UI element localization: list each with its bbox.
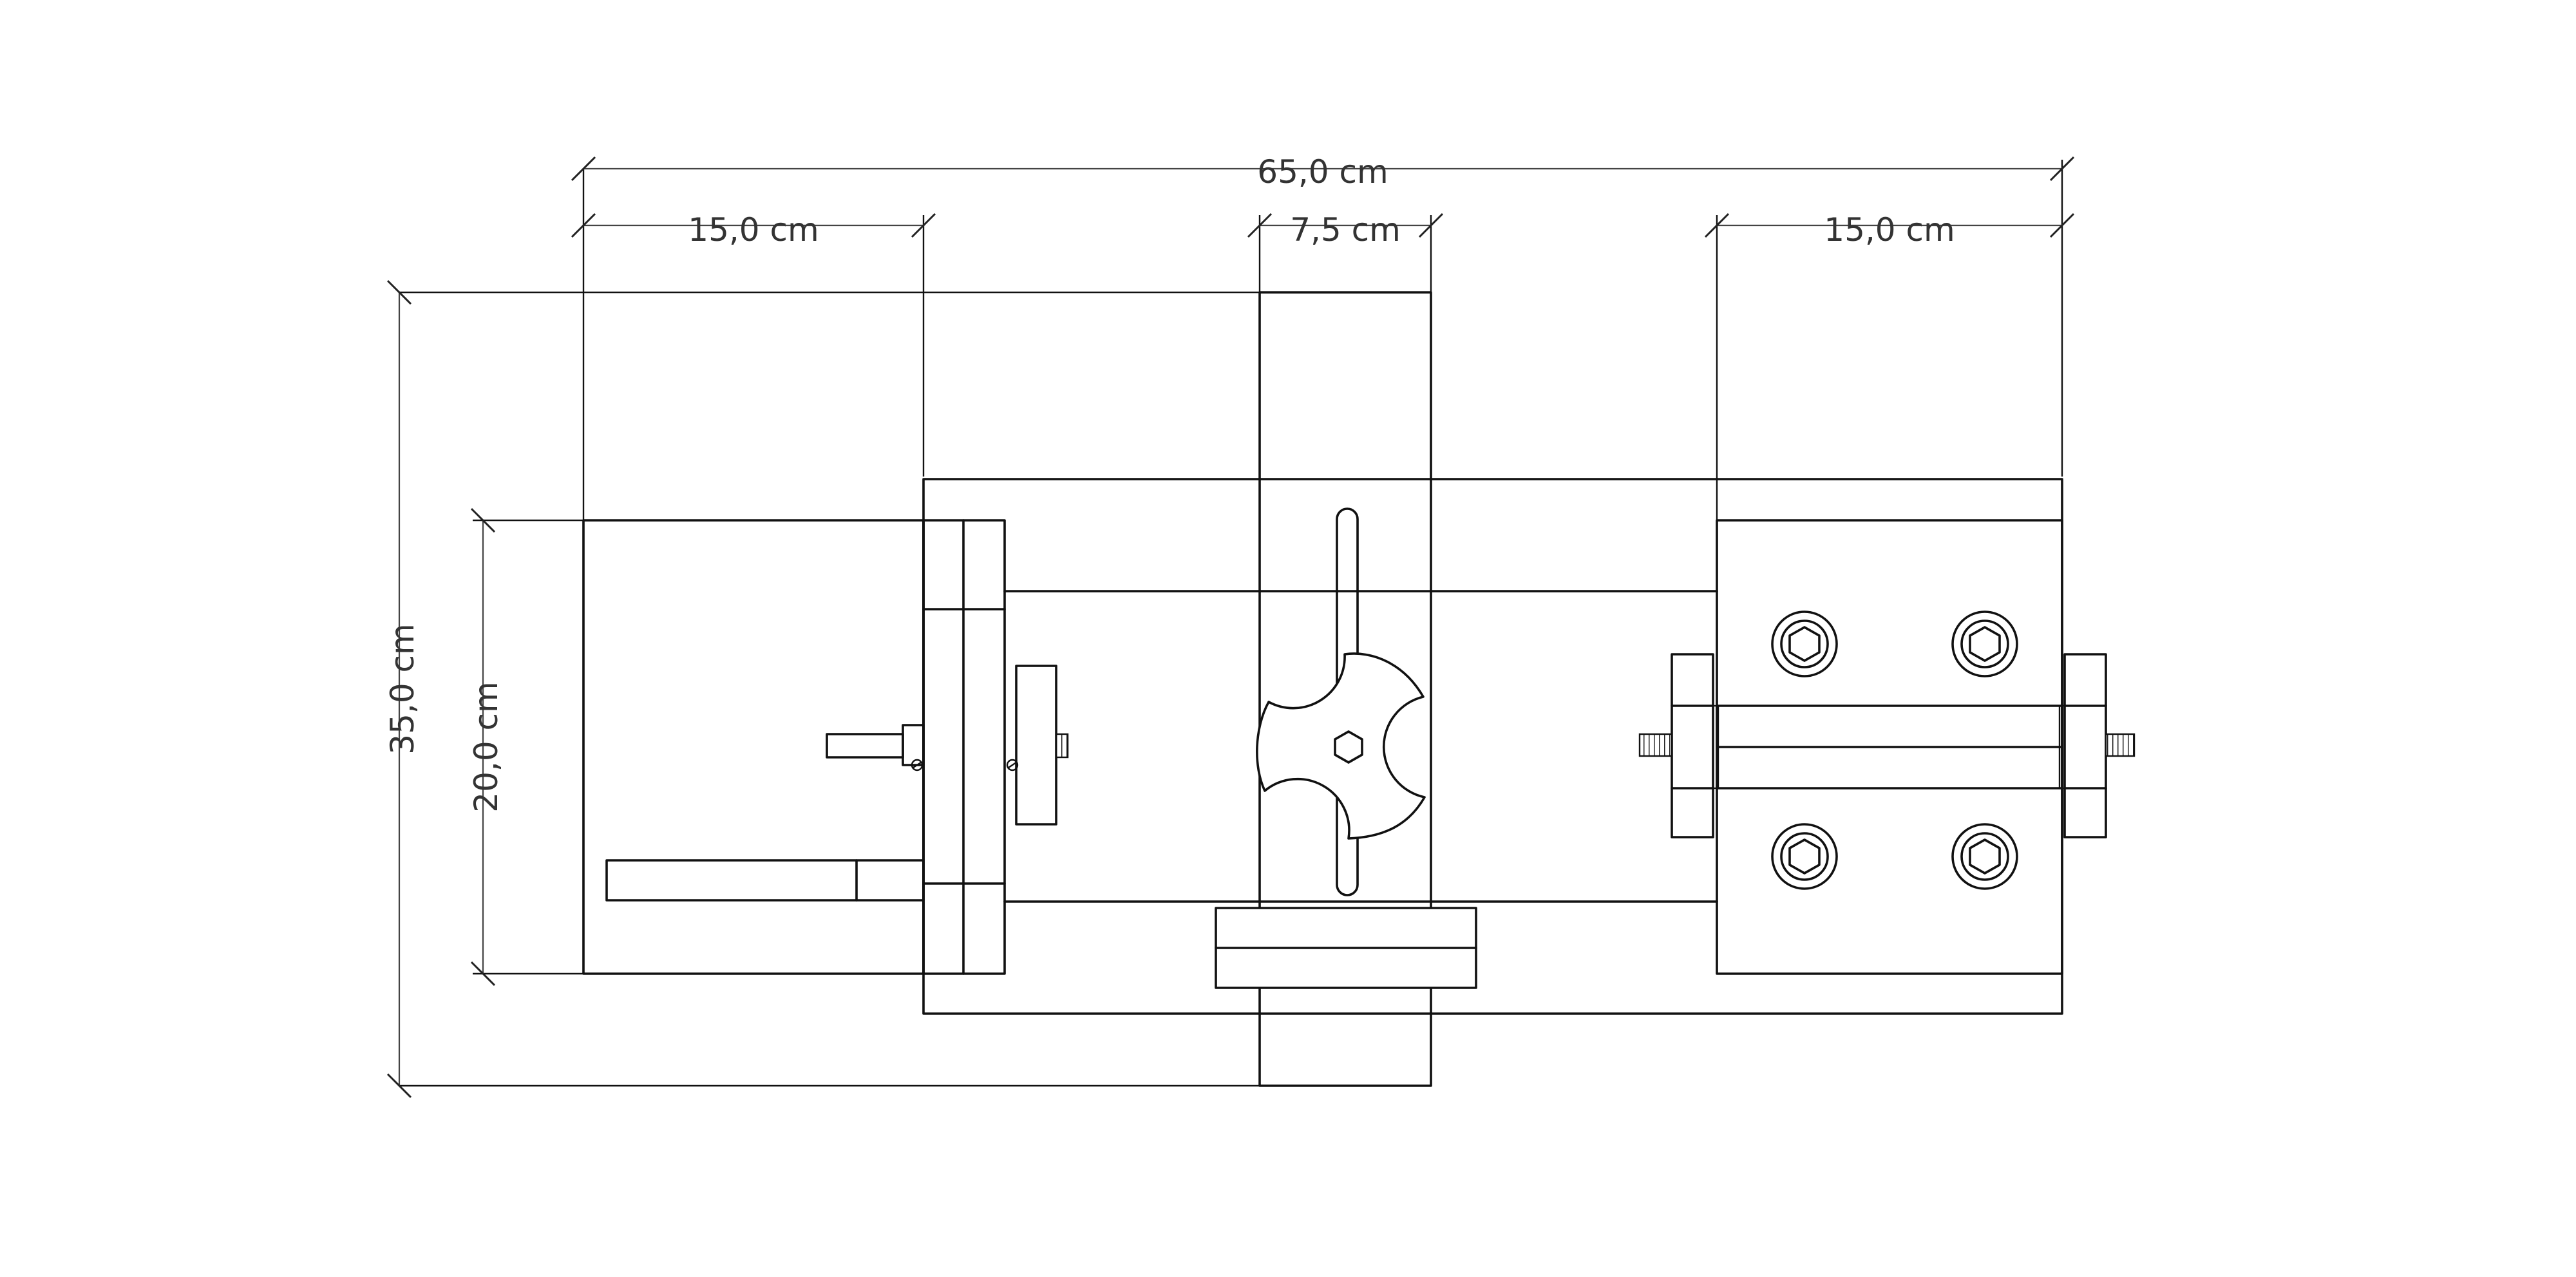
left-clamp-plate — [922, 519, 1006, 975]
dimension-label-right-section: 15,0 cm — [1824, 211, 1955, 249]
dimension-right-section: 15,0 cm — [1704, 211, 2075, 520]
left-handle-pin — [826, 724, 925, 771]
dimension-label-center-section: 7,5 cm — [1290, 211, 1401, 249]
hex-bolt-icon — [1969, 626, 2001, 662]
center-star-knob — [1256, 652, 1426, 840]
left-block — [582, 519, 925, 975]
center-cross-bar — [1215, 907, 1477, 989]
dimension-label-inner-height: 20,0 cm — [468, 681, 505, 812]
dimension-total-height: 35,0 cm — [384, 279, 1260, 1099]
bolt-bottom-left — [1771, 823, 1838, 890]
hex-bolt-icon — [1788, 838, 1821, 875]
right-outer-knob — [2058, 653, 2136, 838]
bolt-bottom-right — [1951, 823, 2018, 890]
bolt-top-right — [1951, 610, 2018, 677]
bolt-top-left — [1771, 610, 1838, 677]
dimension-label-left-section: 15,0 cm — [688, 211, 819, 249]
hex-socket-icon — [1334, 730, 1363, 764]
dimension-left-section: 15,0 cm — [571, 211, 936, 477]
dimension-label-total-width: 65,0 cm — [1257, 153, 1388, 191]
dimension-center-section: 7,5 cm — [1247, 211, 1444, 292]
right-clamp-block — [1716, 519, 2063, 975]
hex-bolt-icon — [1788, 626, 1821, 662]
dimension-inner-height: 20,0 cm — [468, 507, 583, 987]
dimension-total-width: 65,0 cm — [571, 153, 2075, 520]
hex-bolt-icon — [1969, 838, 2001, 875]
left-knob — [1006, 665, 1069, 826]
right-inner-knob — [1638, 653, 1719, 838]
dimension-label-total-height: 35,0 cm — [384, 623, 421, 754]
